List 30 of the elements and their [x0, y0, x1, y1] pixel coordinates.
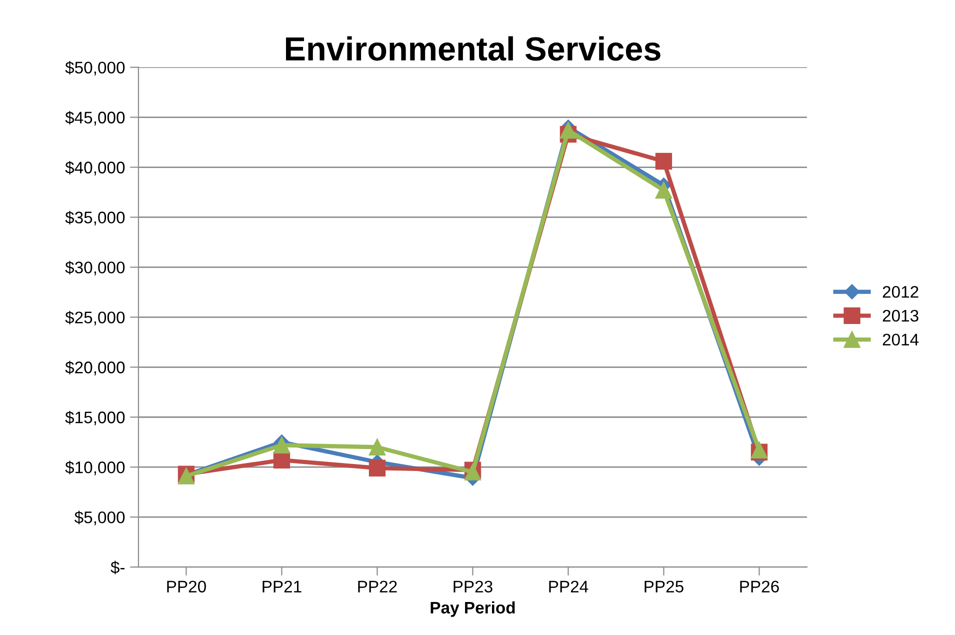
y-tick-label: $15,000	[65, 410, 125, 426]
chart-title: Environmental Services	[286, 36, 660, 61]
x-axis-title: Pay Period	[430, 601, 515, 617]
point	[368, 460, 386, 476]
point	[273, 452, 290, 468]
point	[655, 152, 672, 170]
x-tick-label: PP26	[740, 580, 779, 592]
y-tick-label: $5,000	[74, 510, 125, 526]
y-tick-label: $45,000	[65, 110, 125, 126]
y-tick-label: $-	[110, 560, 125, 574]
point	[655, 182, 672, 199]
y-tick-label: $40,000	[65, 160, 125, 176]
x-tick-label: PP25	[644, 580, 684, 592]
legend-label: 2012	[882, 286, 918, 298]
legend-label: 2014	[882, 334, 919, 346]
x-tick-label: PP23	[454, 580, 492, 592]
x-tick-label: PP22	[358, 580, 397, 592]
y-tick-label: $25,000	[65, 310, 125, 326]
y-tick-label: $35,000	[65, 210, 125, 226]
y-tick-label: $20,000	[65, 360, 125, 376]
point	[560, 122, 577, 139]
x-tick-label: PP24	[549, 580, 588, 592]
x-tick-label: PP20	[167, 580, 206, 592]
x-tick-label: PP21	[262, 580, 302, 592]
y-tick-label: $30,000	[65, 260, 125, 276]
y-tick-label: $10,000	[65, 460, 125, 476]
legend-label: 2013	[882, 310, 918, 322]
y-tick-label: $50,000	[65, 61, 125, 76]
point	[273, 436, 290, 454]
point	[368, 438, 386, 456]
